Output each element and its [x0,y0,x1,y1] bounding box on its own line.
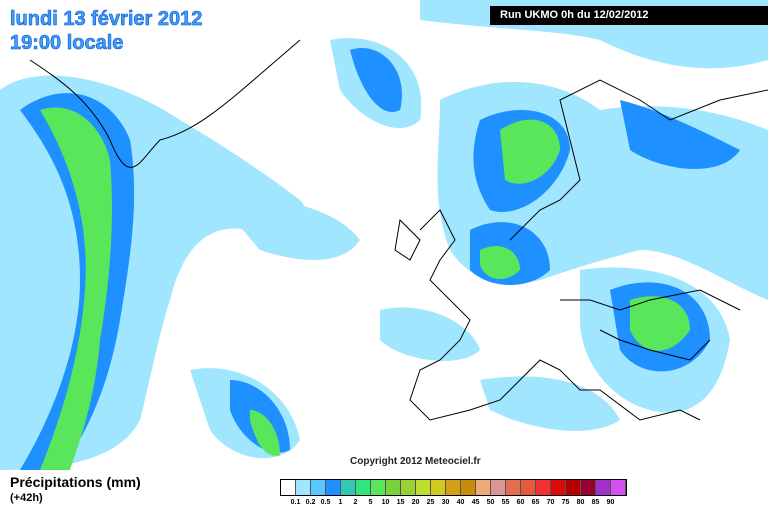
legend-label: 30 [441,499,450,506]
legend-swatch [596,480,611,495]
legend-label: 25 [426,499,435,506]
legend-swatch [311,480,326,495]
legend-swatch [431,480,446,495]
legend-swatch [611,480,626,495]
legend-swatch [341,480,356,495]
legend-label: 90 [606,499,615,506]
legend-swatch [506,480,521,495]
forecast-lead: (+42h) [10,492,43,504]
legend-label: 80 [576,499,585,506]
legend-label: 70 [546,499,555,506]
legend-label: 60 [516,499,525,506]
copyright: Copyright 2012 Meteociel.fr [350,456,481,467]
legend-swatch [356,480,371,495]
map-time: 19:00 locale [10,32,124,55]
legend-label: 40 [456,499,465,506]
legend-label: 2 [353,499,358,506]
legend-swatch [371,480,386,495]
legend-label: 55 [501,499,510,506]
legend-label: 10 [381,499,390,506]
legend-title: Précipitations (mm) [10,474,141,490]
legend-swatch [476,480,491,495]
legend-swatch [281,480,296,495]
map-date: lundi 13 février 2012 [10,8,203,31]
legend-swatch [386,480,401,495]
legend-label: 1 [338,499,343,506]
legend-swatch [326,480,341,495]
legend-label: 20 [411,499,420,506]
legend-label: 45 [471,499,480,506]
legend-scale [280,479,627,496]
legend-label: 0.5 [320,499,331,506]
legend-swatch [491,480,506,495]
legend-swatch [296,480,311,495]
legend-label: 85 [591,499,600,506]
legend-swatch [446,480,461,495]
legend-label: 15 [396,499,405,506]
legend-label: 0.2 [305,499,316,506]
legend-label: 0.1 [290,499,301,506]
legend-swatch [416,480,431,495]
run-info: Run UKMO 0h du 12/02/2012 [490,6,768,25]
legend-swatch [461,480,476,495]
legend-swatch [566,480,581,495]
legend-label: 75 [561,499,570,506]
legend-swatch [401,480,416,495]
legend-label: 5 [368,499,373,506]
legend-swatch [521,480,536,495]
legend-label: 50 [486,499,495,506]
precipitation-map [0,0,768,470]
legend-swatch [536,480,551,495]
legend-label: 65 [531,499,540,506]
legend-swatch [551,480,566,495]
legend-swatch [581,480,596,495]
